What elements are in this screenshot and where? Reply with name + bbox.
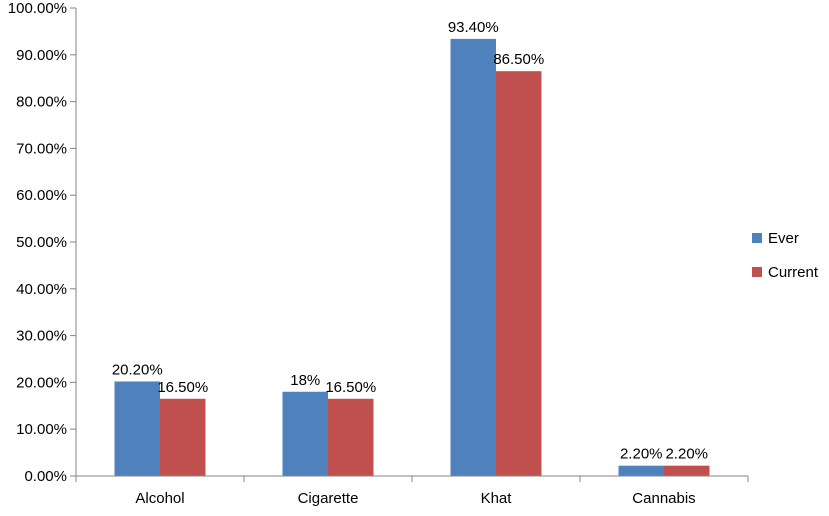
legend: Ever Current — [752, 230, 819, 281]
data-label: 86.50% — [493, 51, 544, 68]
axes — [75, 8, 749, 482]
y-tick-label: 60.00% — [16, 187, 67, 204]
legend-swatch-current — [752, 267, 762, 277]
x-axis-labels: Alcohol Cigarette Khat Cannabis — [135, 490, 695, 507]
bar-ever-khat — [450, 38, 496, 476]
y-tick-label: 80.00% — [16, 94, 67, 111]
y-tick-label: 10.00% — [16, 421, 67, 438]
y-axis-ticks: 0.00% 10.00% 20.00% 30.00% 40.00% 50.00% 60.00… — [8, 0, 76, 485]
legend-label-current: Current — [768, 264, 819, 281]
bar-current-khat — [496, 71, 542, 477]
y-tick-label: 40.00% — [16, 281, 67, 298]
legend-label-ever: Ever — [768, 230, 799, 247]
data-labels: 20.20%16.50% 18% 16.50%93.40%86.50%2.20% 2.… — [112, 19, 708, 463]
data-label: 2.20% — [620, 446, 663, 463]
y-tick-label: 70.00% — [16, 140, 67, 157]
bar-current-cannabis — [664, 465, 710, 476]
bar-ever-cannabis — [618, 465, 664, 476]
y-tick-label: 90.00% — [16, 47, 67, 64]
x-category-label: Cannabis — [632, 490, 695, 507]
data-label: 2.20% — [665, 446, 708, 463]
x-category-label: Cigarette — [298, 490, 359, 507]
y-tick-label: 0.00% — [24, 468, 67, 485]
data-label: 18% — [290, 372, 320, 389]
bar-current-alcohol — [160, 398, 206, 476]
bar-series — [114, 38, 710, 477]
x-category-label: Khat — [481, 490, 513, 507]
data-label: 16.50% — [325, 379, 376, 396]
y-tick-label: 50.00% — [16, 234, 67, 251]
bar-ever-alcohol — [114, 381, 160, 476]
y-tick-label: 100.00% — [8, 0, 67, 17]
data-label: 16.50% — [157, 379, 208, 396]
x-category-label: Alcohol — [135, 490, 184, 507]
y-tick-label: 30.00% — [16, 328, 67, 345]
bar-current-cigarette — [328, 398, 374, 476]
y-tick-label: 20.00% — [16, 374, 67, 391]
bar-ever-cigarette — [282, 391, 328, 476]
data-label: 20.20% — [112, 361, 163, 378]
legend-swatch-ever — [752, 233, 762, 243]
data-label: 93.40% — [448, 19, 499, 36]
